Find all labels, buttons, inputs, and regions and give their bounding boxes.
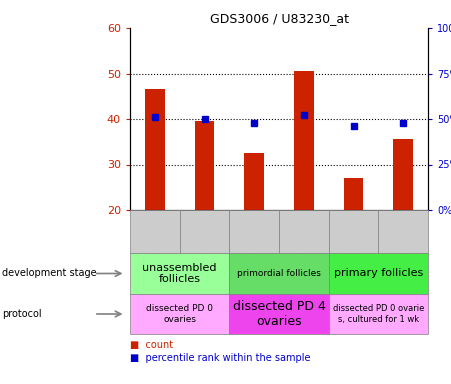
Bar — [344, 178, 364, 210]
Text: dissected PD 0 ovarie
s, cultured for 1 wk: dissected PD 0 ovarie s, cultured for 1 … — [333, 304, 424, 324]
Text: ■  percentile rank within the sample: ■ percentile rank within the sample — [130, 353, 310, 363]
Text: dissected PD 0
ovaries: dissected PD 0 ovaries — [146, 304, 213, 324]
Bar — [244, 153, 264, 210]
Bar — [145, 89, 165, 210]
Text: dissected PD 4
ovaries: dissected PD 4 ovaries — [233, 300, 326, 328]
Text: development stage: development stage — [2, 268, 97, 278]
Bar — [194, 121, 214, 210]
Title: GDS3006 / U83230_at: GDS3006 / U83230_at — [210, 12, 349, 25]
Text: protocol: protocol — [2, 309, 42, 319]
Text: primary follicles: primary follicles — [334, 268, 423, 278]
Text: primordial follicles: primordial follicles — [237, 269, 321, 278]
Text: unassembled
follicles: unassembled follicles — [143, 263, 217, 284]
Bar — [393, 139, 413, 210]
Text: ■  count: ■ count — [130, 340, 173, 350]
Bar — [294, 71, 314, 210]
